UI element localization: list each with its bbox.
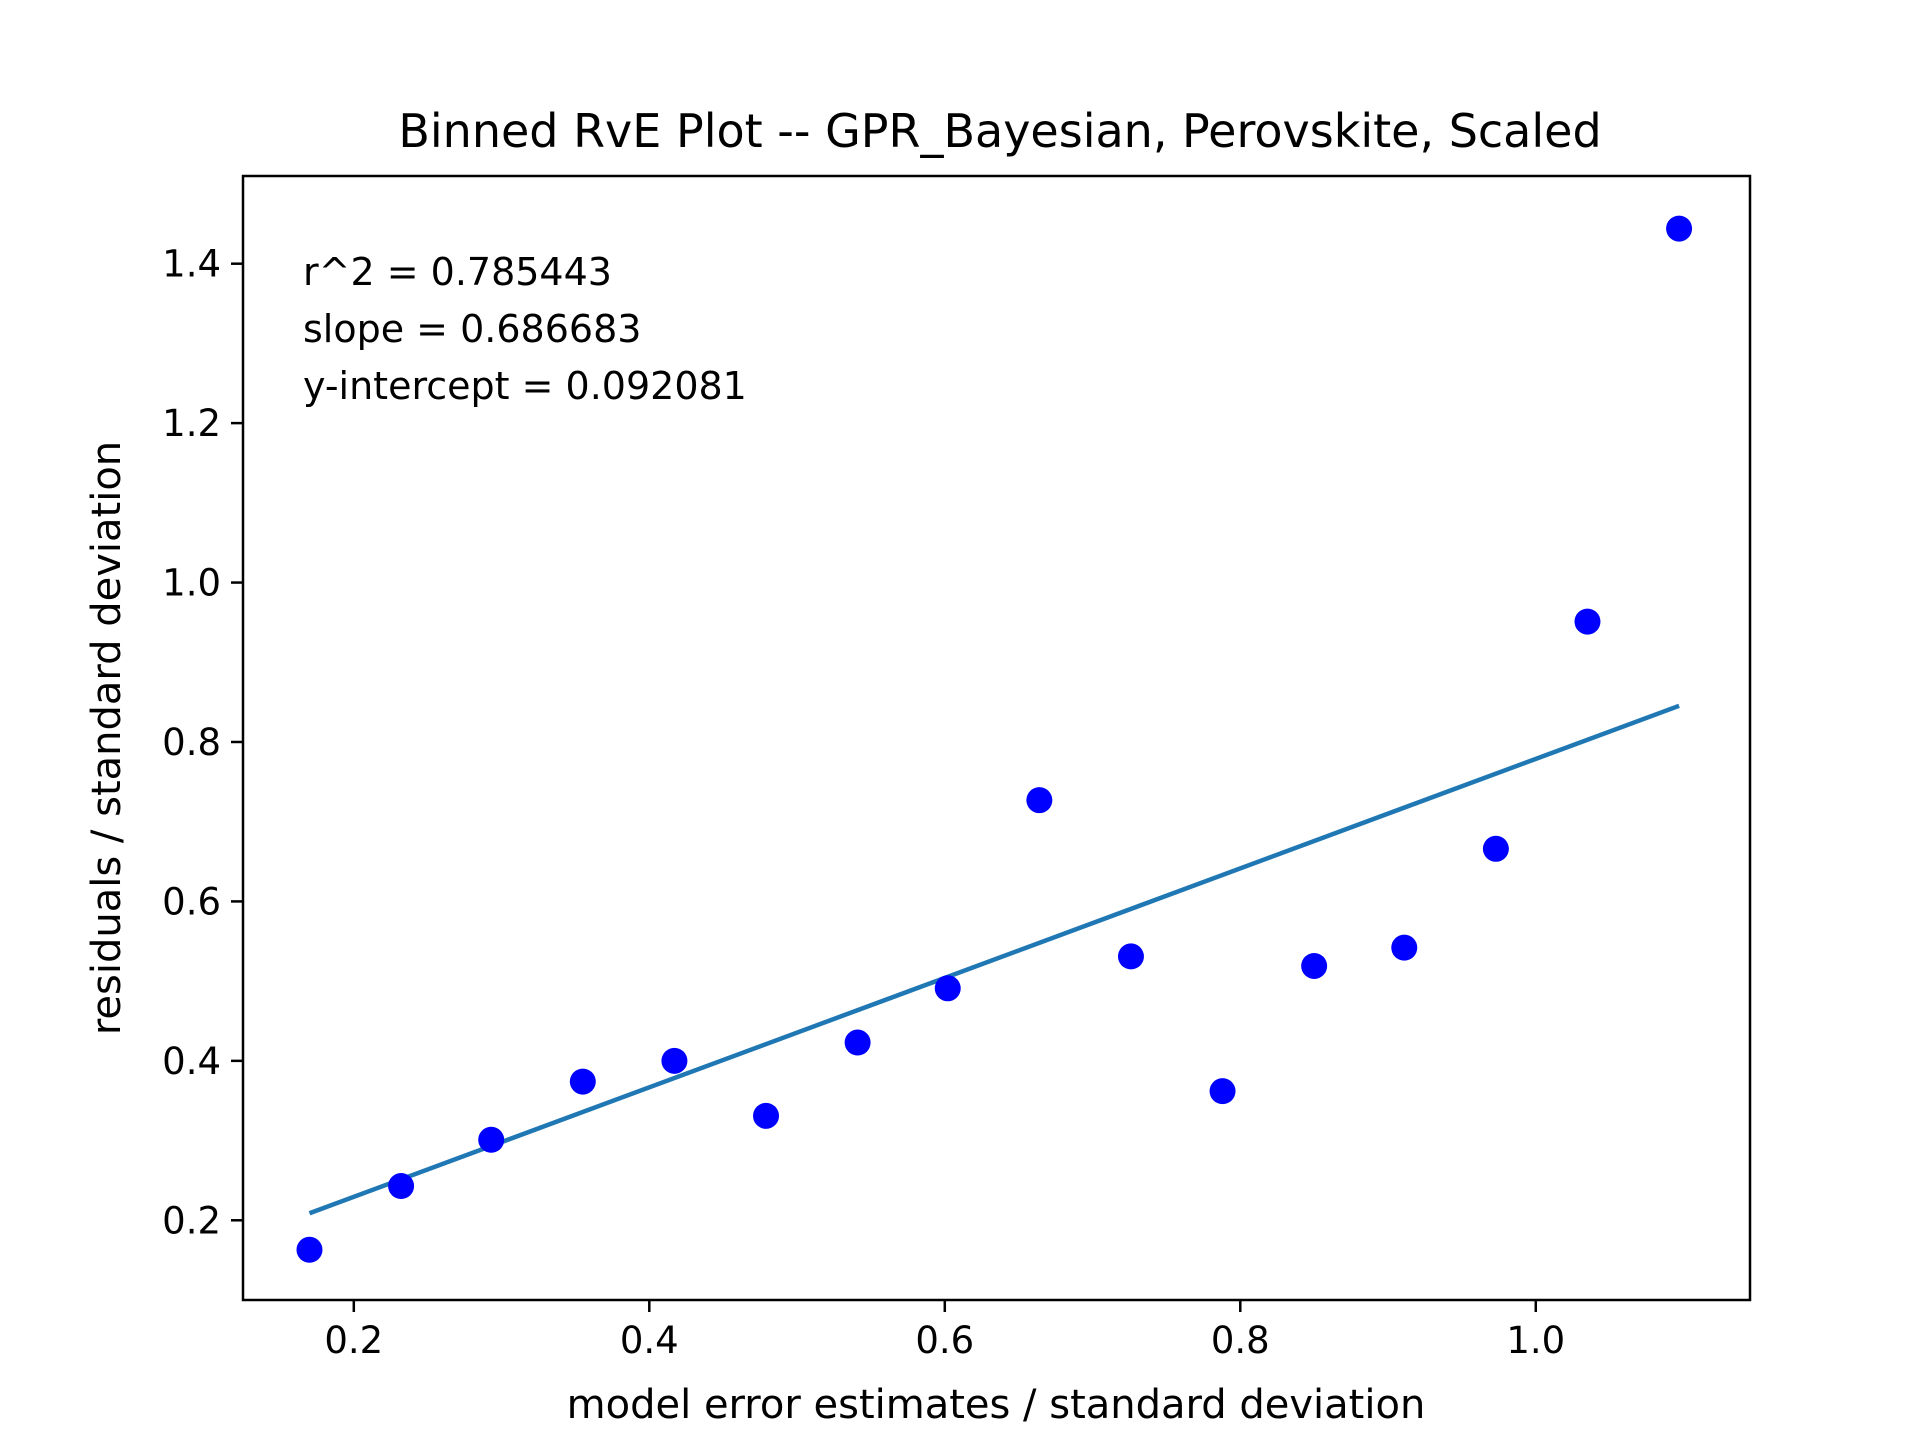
y-axis-label: residuals / standard deviation <box>84 441 130 1035</box>
y-tick-label: 1.2 <box>162 402 221 445</box>
data-point <box>1666 215 1693 242</box>
data-point <box>478 1126 505 1153</box>
data-point <box>1209 1078 1236 1105</box>
plot-area <box>296 215 1693 1263</box>
data-point <box>569 1068 596 1095</box>
chart-title: Binned RvE Plot -- GPR_Bayesian, Perovsk… <box>398 104 1601 158</box>
x-tick-label: 1.0 <box>1506 1319 1565 1362</box>
data-point <box>934 975 961 1002</box>
data-point <box>1482 835 1509 862</box>
x-tick-label: 0.6 <box>915 1319 974 1362</box>
data-point <box>753 1102 780 1129</box>
x-axis-label: model error estimates / standard deviati… <box>567 1382 1426 1428</box>
regression-line <box>308 703 1680 1216</box>
fit-statistics: r^2 = 0.785443 slope = 0.686683 y-intercep… <box>303 250 747 408</box>
data-point <box>1391 934 1418 961</box>
y-tick-label: 1.0 <box>162 562 221 605</box>
data-point <box>1117 943 1144 970</box>
data-point <box>1301 952 1328 979</box>
y-tick-label: 0.8 <box>162 721 221 764</box>
data-point <box>844 1029 871 1056</box>
x-tick-label: 0.2 <box>324 1319 383 1362</box>
data-point <box>661 1047 688 1074</box>
data-point <box>1574 608 1601 635</box>
y-tick-label: 0.2 <box>162 1199 221 1242</box>
x-tick-label: 0.4 <box>620 1319 679 1362</box>
fit-statistic-label: y-intercept = 0.092081 <box>303 364 747 408</box>
data-point <box>388 1173 415 1200</box>
x-tick-label: 0.8 <box>1211 1319 1270 1362</box>
y-tick-label: 1.4 <box>162 243 221 286</box>
fit-statistic-label: r^2 = 0.785443 <box>303 250 612 294</box>
data-point <box>296 1236 323 1263</box>
fit-statistic-label: slope = 0.686683 <box>303 307 641 351</box>
x-axis-ticks: 0.2 0.4 0.6 0.8 1.0 <box>324 1300 1565 1362</box>
y-tick-label: 0.6 <box>162 880 221 923</box>
axes-frame <box>241 174 1752 1302</box>
y-tick-label: 0.4 <box>162 1040 221 1083</box>
y-axis-ticks: 0.2 0.4 0.6 0.8 1.0 1.2 1.4 <box>162 243 243 1242</box>
data-point <box>1026 787 1053 814</box>
